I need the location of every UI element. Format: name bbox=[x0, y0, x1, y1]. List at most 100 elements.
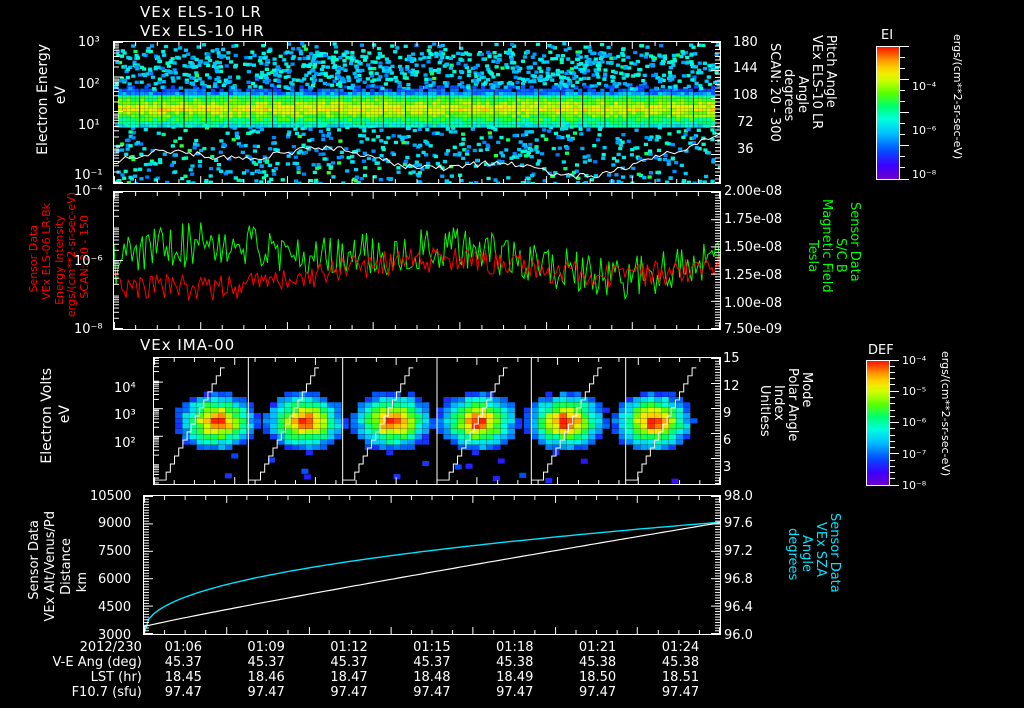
bottom-annotation-table: 2012/230 01:06 01:09 01:12 01:15 01:18 01:21 0… bbox=[12, 640, 722, 700]
cell-ve-ang-1: 45.37 bbox=[247, 655, 285, 670]
panel3-rtick-0: 15 bbox=[723, 351, 740, 366]
panel4-ytick-5: 3000 bbox=[98, 628, 132, 643]
cell-lst-0: 18.45 bbox=[164, 670, 202, 685]
panel1-rtick-4: 36 bbox=[737, 142, 754, 157]
panel1-title-hr: VEx ELS-10 HR bbox=[140, 22, 265, 40]
cell-time-0: 01:06 bbox=[164, 640, 203, 655]
colorbar-def-label: DEF bbox=[868, 343, 894, 358]
cell-lst-3: 18.48 bbox=[413, 670, 451, 685]
colorbar-ei[interactable] bbox=[876, 46, 900, 180]
panel3-ytick-0: 10⁴ bbox=[114, 381, 136, 396]
panel1-plot-canvas bbox=[114, 42, 720, 183]
cell-time-3: 01:15 bbox=[413, 640, 451, 655]
cell-ve-ang-0: 45.37 bbox=[164, 655, 202, 670]
cell-time-1: 01:09 bbox=[247, 640, 285, 655]
cell-time-5: 01:21 bbox=[578, 640, 617, 655]
panel2-rtick-2: 1.50e-08 bbox=[724, 240, 783, 255]
cell-ve-ang-6: 45.38 bbox=[661, 655, 700, 670]
cell-lst-6: 18.51 bbox=[661, 670, 700, 685]
cell-ve-ang-3: 45.37 bbox=[413, 655, 451, 670]
panel3-left-axis-unit: eV bbox=[57, 405, 73, 424]
panel3-plot-canvas bbox=[154, 358, 720, 484]
panel3-rtick-1: 12 bbox=[723, 379, 740, 394]
panel2-rtick-1: 1.75e-08 bbox=[724, 212, 783, 227]
row-label-lst: LST (hr) bbox=[90, 670, 142, 685]
row-label-f107: F10.7 (sfu) bbox=[71, 685, 142, 700]
panel1-right-label-scan: SCAN: 20 - 300 bbox=[767, 43, 782, 142]
panel-energy-intensity-magfield[interactable] bbox=[113, 191, 721, 330]
panel1-left-axis-unit: eV bbox=[53, 86, 69, 105]
panel3-ytick-1: 10³ bbox=[114, 408, 136, 423]
colorbar-def[interactable] bbox=[866, 360, 890, 486]
panel2-right-label-magnetic-field: Magnetic Field bbox=[819, 199, 834, 293]
panel1-right-label-degrees: degrees bbox=[781, 69, 796, 122]
table-row-lst: LST (hr) 18.45 18.46 18.47 18.48 18.49 18.50 1… bbox=[12, 670, 722, 685]
panel4-rtick-1: 97.6 bbox=[724, 516, 753, 531]
panel4-plot-canvas bbox=[144, 496, 720, 634]
colorbar-ei-gradient bbox=[877, 47, 899, 179]
colorbar-ei-label: EI bbox=[881, 28, 894, 43]
panel3-left-axis-label: Electron Volts bbox=[39, 368, 55, 464]
panel1-right-label-pitch-angle: Pitch Angle bbox=[823, 35, 838, 108]
panel4-ytick-3: 6000 bbox=[98, 572, 132, 587]
panel4-left-label-quantity: VEx Alt/Venus/Pd bbox=[43, 511, 58, 622]
panel2-left-label-sensor-data: Sensor Data bbox=[27, 225, 40, 293]
panel2-right-label-sc-b: S/C B bbox=[833, 238, 848, 273]
cell-ve-ang-4: 45.38 bbox=[496, 655, 534, 670]
cell-time-4: 01:18 bbox=[496, 640, 534, 655]
cell-lst-1: 18.46 bbox=[247, 670, 285, 685]
cell-f107-0: 97.47 bbox=[164, 685, 202, 700]
cell-lst-5: 18.50 bbox=[578, 670, 617, 685]
panel4-right-label-sza: VEx SZA bbox=[813, 522, 828, 577]
panel4-rtick-4: 96.4 bbox=[724, 600, 753, 615]
colorbar-def-tick-0: 10⁻⁴ bbox=[902, 354, 927, 367]
panel3-ytick-2: 10² bbox=[114, 436, 136, 451]
panel4-rtick-3: 96.8 bbox=[724, 572, 753, 587]
panel2-ytick-1: 10⁻⁶ bbox=[74, 254, 103, 269]
panel3-rtick-2: 9 bbox=[723, 406, 732, 421]
panel2-ytick-0: 10⁻⁴ bbox=[74, 184, 103, 199]
panel3-rtick-3: 6 bbox=[723, 433, 732, 448]
table-row-ve-ang: V-E Ang (deg) 45.37 45.37 45.37 45.37 45.38 4… bbox=[12, 655, 722, 670]
cell-f107-4: 97.47 bbox=[496, 685, 534, 700]
panel3-right-label-mode: Mode bbox=[799, 372, 814, 408]
colorbar-ei-tick-2: 10⁻⁸ bbox=[912, 168, 937, 181]
panel4-right-label-angle: Angle bbox=[799, 535, 814, 572]
panel3-rtick-4: 3 bbox=[723, 460, 732, 475]
panel1-right-label-angle: Angle bbox=[795, 76, 810, 113]
panel4-ytick-0: 10500 bbox=[90, 489, 132, 504]
panel4-left-label-km: km bbox=[75, 572, 90, 593]
panel-ima-spectrogram[interactable] bbox=[153, 357, 721, 485]
panel-altitude-sza[interactable] bbox=[143, 495, 721, 635]
cell-f107-2: 97.47 bbox=[330, 685, 368, 700]
cell-ve-ang-2: 45.37 bbox=[330, 655, 368, 670]
panel4-left-label-distance: Distance bbox=[59, 538, 74, 595]
colorbar-def-tick-4: 10⁻⁸ bbox=[902, 479, 927, 492]
panel1-left-axis-label: Electron Energy bbox=[35, 44, 51, 155]
panel-electron-energy-spectrogram[interactable] bbox=[113, 41, 721, 184]
colorbar-def-tick-1: 10⁻⁵ bbox=[902, 385, 927, 398]
panel1-right-label-sensor: VEx ELS-10 LR bbox=[809, 35, 824, 130]
colorbar-ei-tick-0: 10⁻⁴ bbox=[912, 80, 937, 93]
panel4-rtick-0: 98.0 bbox=[724, 489, 753, 504]
panel4-right-label-degrees: degrees bbox=[785, 528, 800, 581]
cell-time-6: 01:24 bbox=[661, 640, 700, 655]
panel1-ytick-2: 10¹ bbox=[78, 118, 100, 133]
cell-time-2: 01:12 bbox=[330, 640, 368, 655]
panel2-ytick-2: 10⁻⁸ bbox=[74, 322, 103, 337]
panel1-rtick-2: 108 bbox=[733, 88, 758, 103]
panel1-title-lr: VEx ELS-10 LR bbox=[140, 3, 262, 21]
panel1-rtick-0: 180 bbox=[733, 35, 758, 50]
panel2-right-label-sensor-data: Sensor Data bbox=[847, 202, 862, 282]
panel2-rtick-4: 1.00e-08 bbox=[724, 296, 783, 311]
table-row-f107: F10.7 (sfu) 97.47 97.47 97.47 97.47 97.47 97.… bbox=[12, 685, 722, 700]
panel2-rtick-0: 2.00e-08 bbox=[724, 184, 783, 199]
colorbar-def-unit: ergs/(cm**2-sr-sec-eV) bbox=[939, 351, 952, 477]
panel1-ytick-0: 10³ bbox=[78, 35, 100, 50]
panel3-right-label-unitless: Unitless bbox=[757, 385, 772, 437]
colorbar-def-ticks bbox=[890, 360, 899, 486]
colorbar-def-gradient bbox=[867, 361, 889, 485]
panel4-right-label-sensor-data: Sensor Data bbox=[827, 513, 842, 593]
panel4-rtick-5: 96.0 bbox=[724, 628, 753, 643]
